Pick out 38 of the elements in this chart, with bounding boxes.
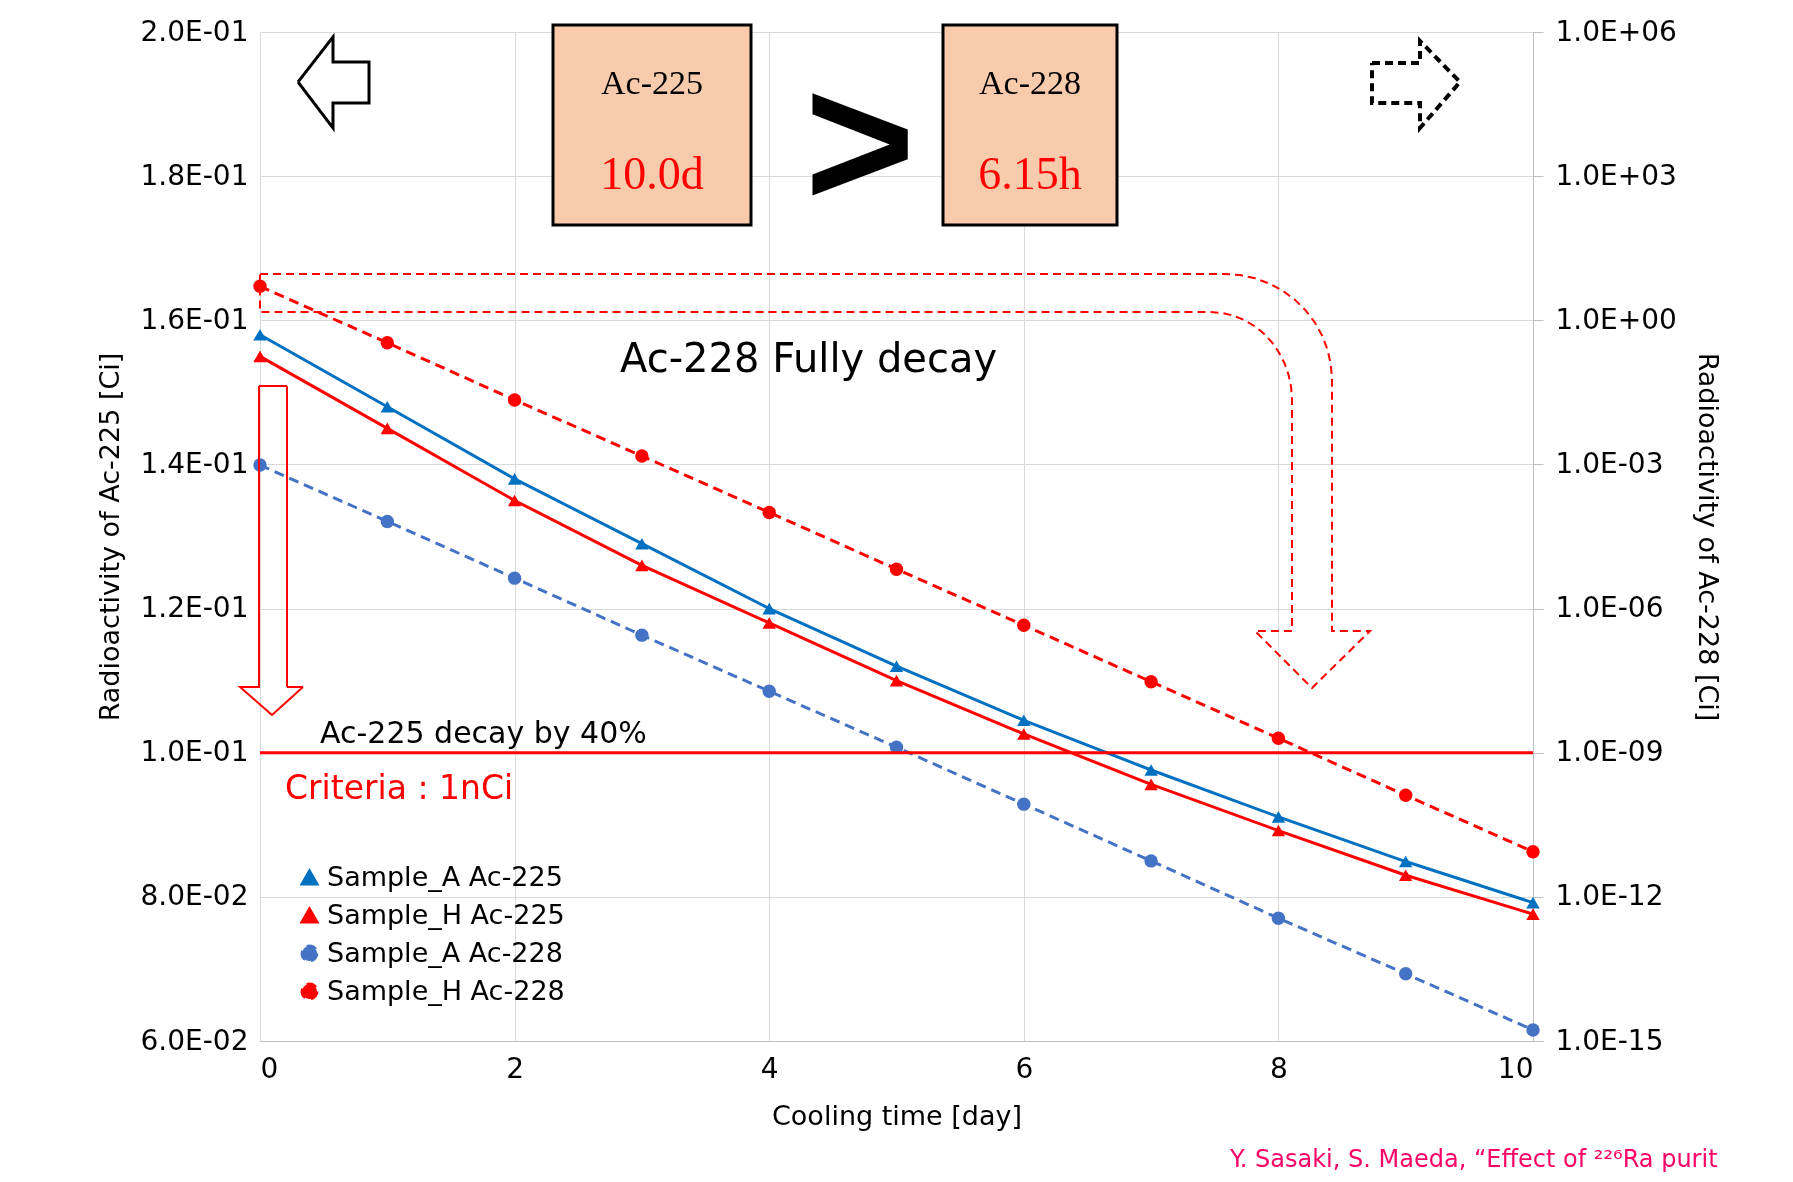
legend-label: Sample_A Ac-228: [327, 936, 563, 968]
annotation: 6.15h: [978, 148, 1082, 199]
y2-tick-label: 1.0E-06: [1555, 591, 1664, 625]
y-tick-label: 6.0E-02: [140, 1023, 249, 1057]
y2-tick-label: 1.0E+06: [1555, 14, 1677, 48]
y-tick-label: 8.0E-02: [140, 879, 249, 913]
x-tick-label: 0: [260, 1051, 279, 1085]
x-tick-label: 10: [1497, 1051, 1534, 1085]
x-tick-label: 8: [1269, 1051, 1288, 1085]
y-axis-title: Radioactivity of Ac-225 [Ci]: [93, 352, 125, 722]
y-tick-label: 1.0E-01: [140, 735, 249, 769]
annotation: Ac-225: [601, 64, 703, 101]
y2-tick-label: 1.0E+03: [1555, 158, 1677, 192]
text: Y. Sasaki, S. Maeda, “Effect of ²²⁶Ra purit: [1229, 1145, 1718, 1173]
y2-tick-label: 1.0E-09: [1555, 735, 1664, 769]
annotation: Ac-225 decay by 40%: [320, 715, 647, 750]
legend-label: Sample_H Ac-228: [327, 974, 565, 1006]
x-axis-title: Cooling time [day]: [771, 1099, 1023, 1131]
annotation: Ac-228 Fully decay: [620, 335, 998, 381]
annotation: Ac-228: [979, 64, 1081, 101]
y2-tick-label: 1.0E-15: [1555, 1023, 1664, 1057]
y2-tick-label: 1.0E+00: [1555, 302, 1677, 336]
y-tick-label: 1.4E-01: [140, 446, 249, 480]
y2-axis-title: Radioactivity of Ac-228 [Ci]: [1692, 352, 1724, 722]
legend-label: Sample_A Ac-225: [327, 860, 563, 892]
annotation: >: [804, 35, 916, 247]
y-tick-label: 2.0E-01: [140, 14, 249, 48]
x-tick-label: 6: [1015, 1051, 1034, 1085]
y-tick-label: 1.6E-01: [140, 302, 249, 336]
x-tick-label: 4: [760, 1051, 779, 1085]
y-tick-label: 1.2E-01: [140, 591, 249, 625]
y2-tick-label: 1.0E-03: [1555, 446, 1664, 480]
y2-tick-label: 1.0E-12: [1555, 879, 1664, 913]
y-tick-label: 1.8E-01: [140, 158, 249, 192]
x-tick-label: 2: [506, 1051, 525, 1085]
legend-label: Sample_H Ac-225: [327, 898, 565, 930]
ref-line-label: Criteria : 1nCi: [285, 767, 514, 807]
annotation: 10.0d: [600, 148, 704, 199]
